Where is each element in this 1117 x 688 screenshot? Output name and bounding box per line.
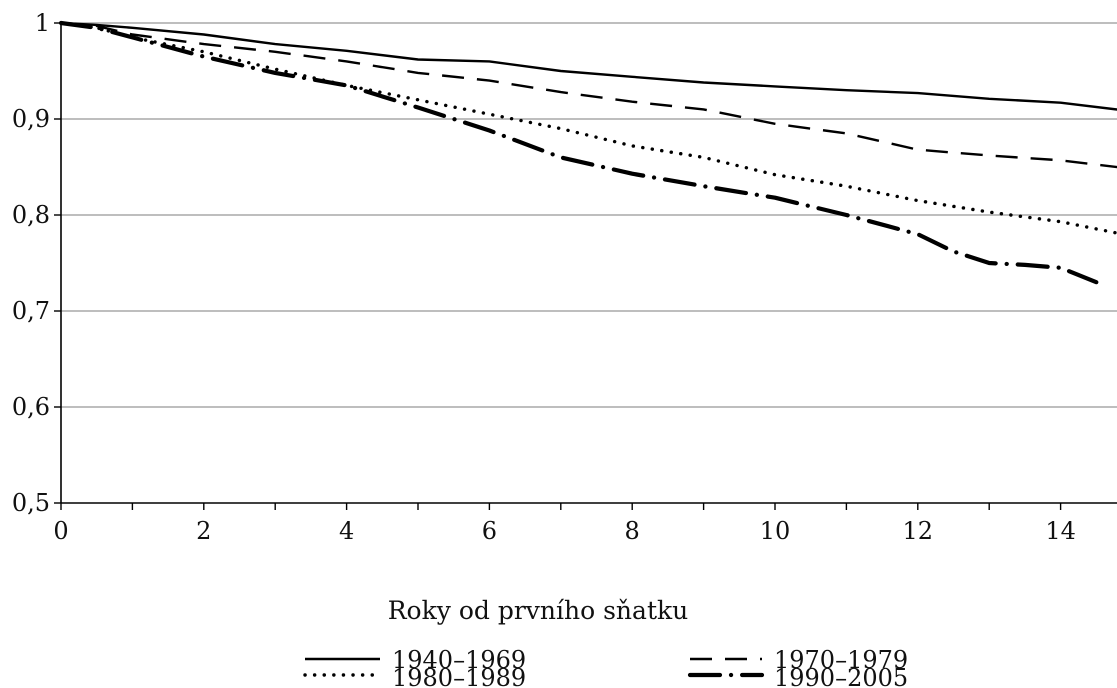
x-tick-label: 4 (339, 517, 354, 545)
legend-label-3: 1980–1989 (392, 664, 526, 688)
data-series (58, 20, 1117, 285)
legend-label-4: 1990–2005 (774, 664, 908, 688)
x-tick-label: 2 (196, 517, 211, 545)
x-tick-label: 6 (482, 517, 497, 545)
legend: 1940–1969 1970–1979 1980–1989 1990–2005 (303, 646, 908, 688)
series-line-3 (59, 21, 1117, 235)
series-line-2 (60, 21, 1117, 169)
legend-label-2: 1970–1979 (774, 646, 908, 674)
tick-labels: 0,50,60,70,80,910 2 4 6 8 10 12 14 (12, 9, 1076, 545)
x-tick-label: 14 (1045, 517, 1076, 545)
grid-lines (61, 22, 1117, 408)
x-tick-label: 10 (760, 517, 791, 545)
legend-label-1: 1940–1969 (392, 646, 526, 674)
y-tick-label: 0,8 (12, 201, 50, 229)
y-tick-label: 0,9 (12, 105, 50, 133)
y-tick-label: 0,7 (12, 297, 50, 325)
y-tick-label: 0,5 (12, 489, 50, 517)
axes (54, 22, 1117, 510)
y-tick-label: 0,6 (12, 393, 50, 421)
x-axis-title: Roky od prvního sňatku (388, 596, 689, 625)
x-tick-label: 12 (903, 517, 934, 545)
series-line-4 (58, 20, 1099, 285)
x-tick-label: 0 (53, 517, 68, 545)
x-tick-label: 8 (625, 517, 640, 545)
series-line-1 (60, 21, 1117, 111)
y-tick-label: 1 (35, 9, 50, 37)
